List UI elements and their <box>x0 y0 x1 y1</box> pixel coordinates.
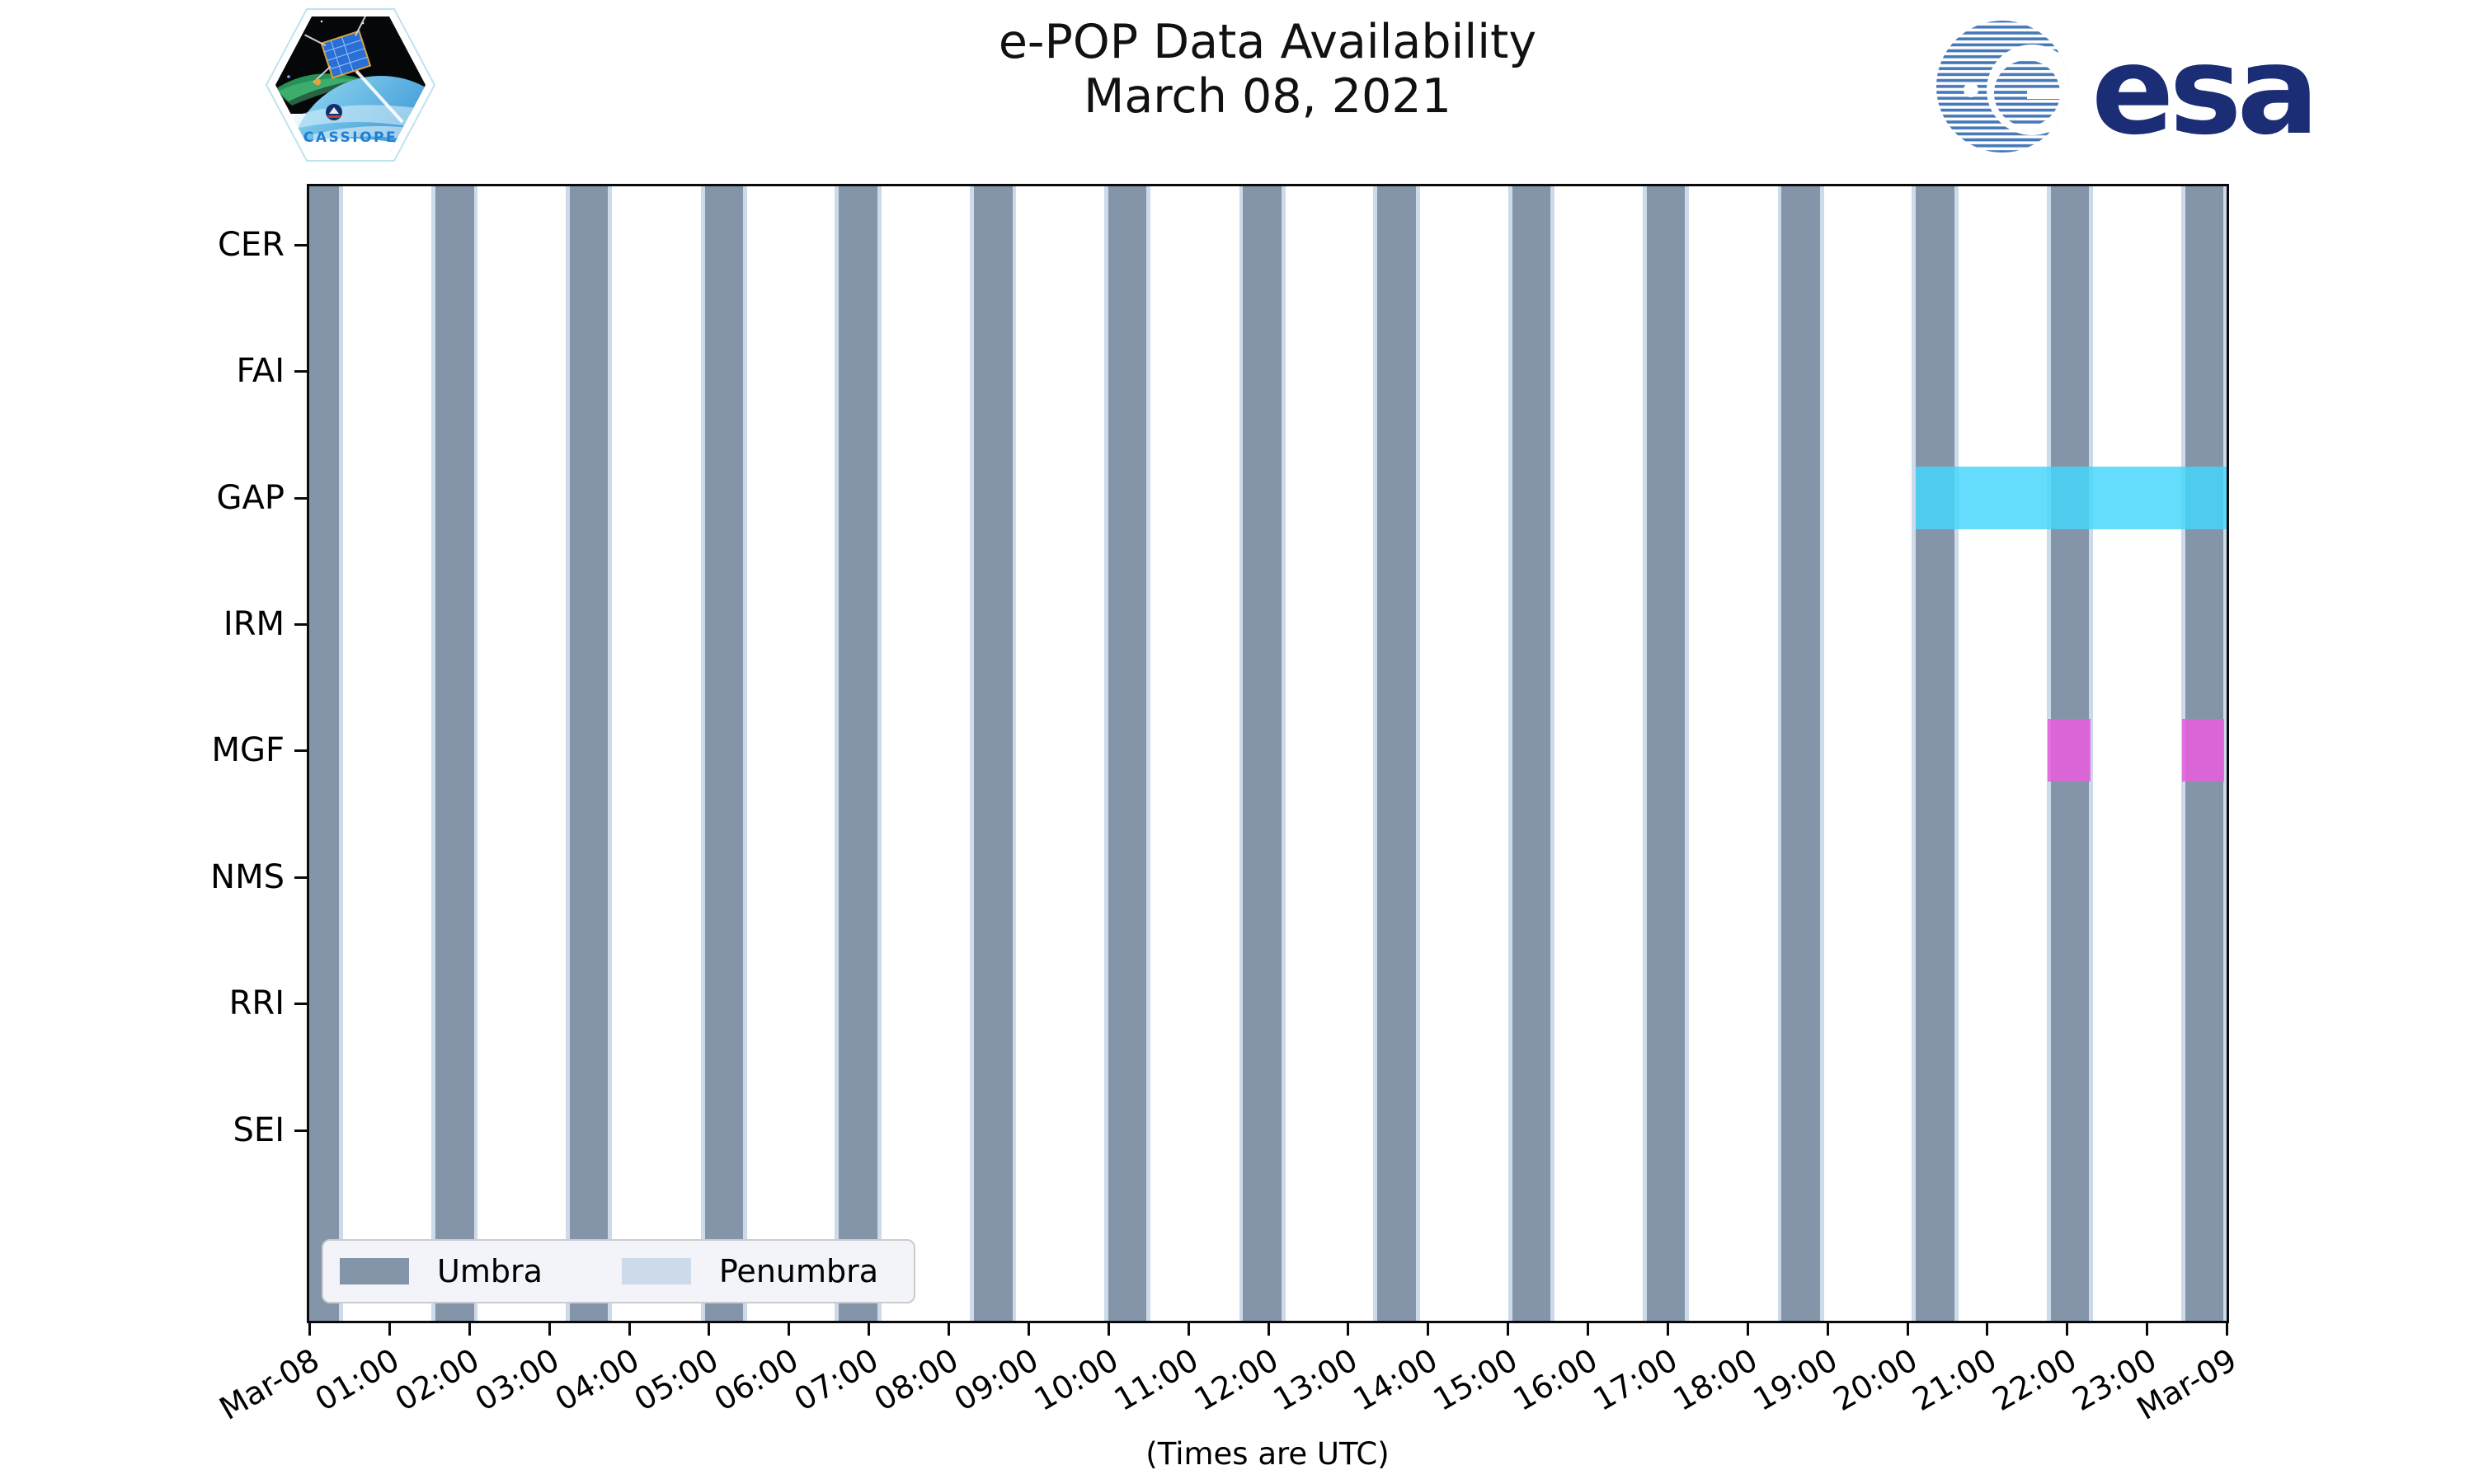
x-tick <box>948 1323 950 1336</box>
umbra-band <box>1243 186 1282 1321</box>
x-tick-label: 23:00 <box>2066 1341 2163 1418</box>
x-tick <box>1986 1323 1989 1336</box>
x-tick <box>308 1323 311 1336</box>
x-axis-caption: (Times are UTC) <box>1145 1436 1390 1472</box>
umbra-band <box>1916 186 1954 1321</box>
esa-wordmark: esa <box>2091 20 2314 162</box>
x-tick <box>1906 1323 1909 1336</box>
esa-logo: esa <box>1930 12 2317 165</box>
gap-data-band <box>1916 466 2227 529</box>
chart-title: e-POP Data Availability <box>998 15 1537 69</box>
x-tick <box>2226 1323 2228 1336</box>
esa-logo-graphic: esa <box>1936 20 2317 162</box>
umbra-band <box>1377 186 1416 1321</box>
y-axis-label: NMS <box>210 857 285 896</box>
x-tick <box>628 1323 631 1336</box>
x-tick-label: 22:00 <box>1986 1341 2083 1418</box>
x-tick-label: 19:00 <box>1747 1341 1844 1418</box>
x-tick <box>1267 1323 1270 1336</box>
cassiope-mission-badge: CASSIOPE <box>264 7 437 163</box>
chart-title-block: e-POP Data Availability March 08, 2021 <box>773 15 1762 124</box>
x-tick <box>788 1323 791 1336</box>
legend: Umbra Penumbra <box>322 1239 915 1303</box>
x-tick <box>1746 1323 1749 1336</box>
legend-penumbra-swatch <box>621 1258 691 1284</box>
legend-umbra-label: Umbra <box>437 1253 543 1289</box>
x-tick <box>1507 1323 1510 1336</box>
esa-globe <box>1936 21 2068 153</box>
umbra-band <box>1108 186 1147 1321</box>
x-tick <box>1826 1323 1829 1336</box>
x-tick <box>1666 1323 1669 1336</box>
x-tick-label: 03:00 <box>468 1341 566 1418</box>
x-tick <box>1347 1323 1350 1336</box>
x-tick <box>468 1323 471 1336</box>
x-tick <box>1027 1323 1030 1336</box>
umbra-band <box>839 186 877 1321</box>
y-axis-label: GAP <box>216 478 285 517</box>
mgf-data-band <box>2181 719 2225 782</box>
x-tick-label: 01:00 <box>308 1341 406 1418</box>
badge-aurora <box>275 73 363 101</box>
x-tick <box>1427 1323 1430 1336</box>
cassiope-badge-graphic: CASSIOPE <box>265 8 436 162</box>
legend-umbra-swatch <box>340 1258 409 1284</box>
y-axis-label: SEI <box>233 1111 285 1149</box>
y-axis-label: FAI <box>236 352 285 391</box>
y-axis-label: IRM <box>223 605 285 644</box>
x-tick-label: 04:00 <box>548 1341 645 1418</box>
chart-subtitle: March 08, 2021 <box>1084 69 1451 124</box>
x-tick <box>2146 1323 2149 1336</box>
umbra-band <box>569 186 609 1321</box>
x-tick-label: 05:00 <box>628 1341 725 1418</box>
x-tick <box>1587 1323 1589 1336</box>
umbra-band <box>1781 186 1820 1321</box>
umbra-band <box>974 186 1013 1321</box>
umbra-band <box>1646 186 1686 1321</box>
x-tick-label: 21:00 <box>1907 1341 2003 1418</box>
umbra-band <box>309 186 339 1321</box>
mgf-data-band <box>2048 719 2091 782</box>
y-axis-label: MGF <box>211 731 285 770</box>
x-tick-label: Mar-09 <box>2130 1341 2243 1427</box>
umbra-band <box>704 186 744 1321</box>
legend-penumbra-label: Penumbra <box>718 1253 879 1289</box>
x-tick-label: Mar-08 <box>213 1341 326 1427</box>
x-tick <box>1187 1323 1190 1336</box>
x-tick-label: 02:00 <box>388 1341 486 1418</box>
y-axis-label: RRI <box>228 984 285 1023</box>
umbra-band <box>435 186 474 1321</box>
x-tick <box>868 1323 871 1336</box>
y-axis-label: CER <box>218 226 285 264</box>
umbra-band <box>1512 186 1551 1321</box>
x-tick <box>388 1323 391 1336</box>
x-tick-label: 06:00 <box>708 1341 805 1418</box>
cassiope-wordmark: CASSIOPE <box>303 129 397 146</box>
x-tick <box>708 1323 711 1336</box>
x-tick-label: 20:00 <box>1827 1341 1923 1418</box>
plot-area <box>309 186 2227 1321</box>
x-tick <box>548 1323 551 1336</box>
x-tick <box>1107 1323 1110 1336</box>
x-tick <box>2066 1323 2069 1336</box>
badge-beam <box>355 69 404 124</box>
badge-satellite <box>304 16 372 86</box>
